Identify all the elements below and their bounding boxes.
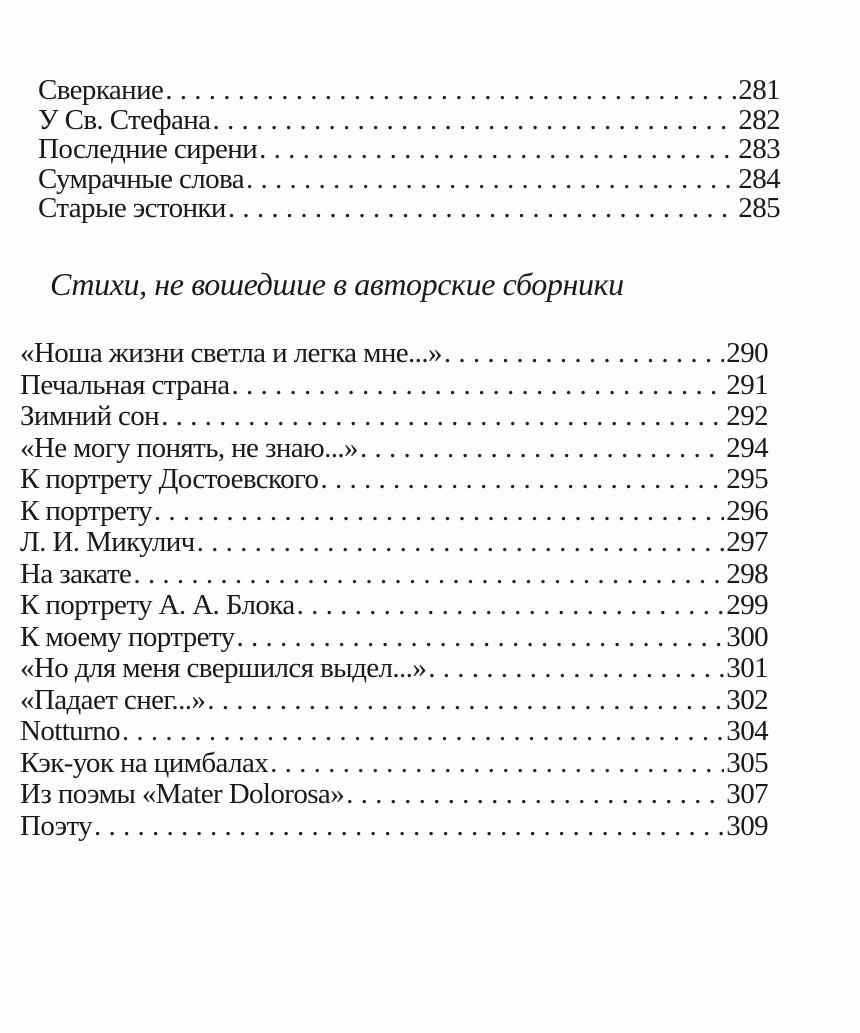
toc-section-2: «Ноша жизни светла и легка мне...»290Печ… — [20, 337, 769, 843]
entry-page-number: 297 — [726, 526, 768, 558]
dot-leader — [270, 748, 724, 780]
entry-page-number: 290 — [726, 337, 768, 369]
entry-page-number: 300 — [726, 620, 768, 653]
entry-title: Notturno — [20, 715, 121, 747]
section-heading: Стихи, не вошедшие в авторские сборники — [50, 266, 624, 302]
toc-entry: Старые эстонки 285 — [38, 192, 781, 225]
entry-title: Последние сирени — [38, 133, 258, 166]
toc-entry: К портрету Достоевского 295 — [20, 463, 769, 496]
dot-leader — [297, 590, 725, 622]
dot-leader — [444, 338, 724, 370]
dot-leader — [165, 76, 736, 106]
entry-title: Печальная страна — [20, 368, 230, 401]
dot-leader — [228, 194, 736, 224]
toc-entry: Сверкание 281 — [38, 74, 781, 106]
dot-leader — [246, 165, 736, 195]
entry-title: «Ноша жизни светла и легка мне...» — [20, 337, 442, 369]
entry-title: «Но для меня свершился выдел...» — [20, 652, 427, 684]
entry-page-number: 304 — [726, 715, 768, 747]
entry-page-number: 291 — [726, 368, 768, 401]
entry-page-number: 296 — [726, 494, 768, 527]
entry-title: Сумрачные слова — [38, 162, 245, 195]
entry-page-number: 284 — [738, 162, 780, 195]
entry-page-number: 285 — [738, 192, 780, 225]
dot-leader — [122, 716, 724, 748]
entry-title: «Падает снег...» — [20, 683, 206, 716]
dot-leader — [161, 401, 724, 433]
toc-entry: «Но для меня свершился выдел...» 301 — [20, 652, 769, 685]
entry-title: К портрету — [20, 494, 153, 527]
dot-leader — [94, 811, 724, 843]
entry-page-number: 298 — [726, 557, 768, 590]
entry-page-number: 282 — [738, 103, 780, 136]
entry-page-number: 307 — [726, 778, 768, 810]
entry-title: К портрету Достоевского — [20, 463, 319, 495]
toc-entry: К портрету А. А. Блока 299 — [20, 589, 769, 622]
toc-entry: Поэту 309 — [20, 809, 769, 843]
entry-title: На закате — [20, 557, 132, 590]
dot-leader — [360, 433, 724, 465]
entry-title: К портрету А. А. Блока — [20, 589, 295, 621]
entry-title: Сверкание — [38, 74, 164, 106]
toc-entry: Notturno 304 — [20, 715, 769, 748]
entry-page-number: 305 — [726, 746, 768, 779]
dot-leader — [154, 496, 724, 528]
dot-leader — [232, 370, 725, 402]
dot-leader — [428, 653, 724, 685]
dot-leader — [320, 464, 724, 496]
entry-page-number: 309 — [726, 809, 768, 842]
toc-entry: Сумрачные слова 284 — [38, 162, 781, 195]
dot-leader — [237, 622, 725, 654]
entry-title: К моему портрету — [20, 620, 235, 653]
entry-title: Старые эстонки — [38, 192, 226, 225]
dot-leader — [346, 779, 724, 811]
toc-entry: К моему портрету 300 — [20, 620, 769, 654]
toc-entry: У Св. Стефана 282 — [38, 103, 781, 136]
toc-entry: Зимний сон 292 — [20, 400, 769, 433]
toc-entry: Печальная страна 291 — [20, 368, 769, 402]
entry-title: Из поэмы «Mater Dolorosa» — [20, 778, 345, 810]
entry-title: «Не могу понять, не знаю...» — [20, 431, 359, 464]
toc-entry: «Падает снег...» 302 — [20, 683, 769, 717]
entry-page-number: 301 — [726, 652, 768, 684]
dot-leader — [212, 106, 736, 136]
entry-page-number: 295 — [726, 463, 768, 495]
toc-entry: К портрету 296 — [20, 494, 769, 528]
entry-title: Поэту — [20, 809, 93, 842]
toc-entry: Кэк-уок на цимбалах 305 — [20, 746, 769, 780]
toc-entry: Последние сирени 283 — [38, 133, 781, 166]
toc-entry: Из поэмы «Mater Dolorosa» 307 — [20, 778, 769, 811]
dot-leader — [133, 559, 724, 591]
dot-leader — [197, 527, 725, 559]
toc-entry: На закате 298 — [20, 557, 769, 591]
entry-page-number: 292 — [726, 400, 768, 432]
entry-page-number: 283 — [738, 133, 780, 166]
entry-page-number: 281 — [738, 74, 780, 106]
entry-title: Зимний сон — [20, 400, 160, 432]
toc-entry: Л. И. Микулич 297 — [20, 526, 769, 559]
entry-title: Л. И. Микулич — [20, 526, 195, 558]
toc-section-1: Сверкание281У Св. Стефана282Последние си… — [38, 74, 781, 225]
dot-leader — [207, 685, 724, 717]
entry-page-number: 294 — [726, 431, 768, 464]
dot-leader — [259, 135, 736, 165]
toc-entry: «Не могу понять, не знаю...» 294 — [20, 431, 769, 465]
toc-entry: «Ноша жизни светла и легка мне...» 290 — [20, 337, 769, 370]
entry-title: Кэк-уок на цимбалах — [20, 746, 269, 779]
entry-title: У Св. Стефана — [38, 103, 211, 136]
entry-page-number: 302 — [726, 683, 768, 716]
entry-page-number: 299 — [726, 589, 768, 621]
